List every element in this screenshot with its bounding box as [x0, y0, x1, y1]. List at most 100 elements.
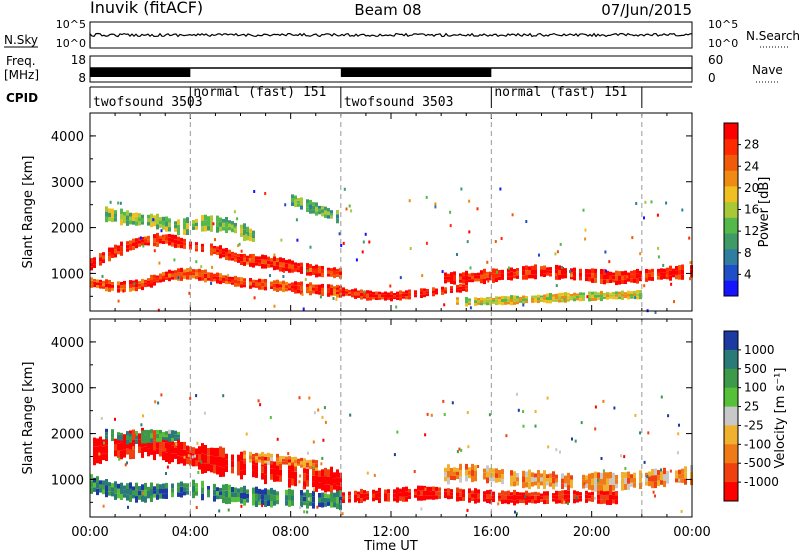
- echo-cell: [144, 489, 147, 497]
- echo-cell: [231, 467, 234, 474]
- echo-cell: [507, 499, 510, 505]
- echo-cell: [108, 482, 111, 487]
- echo-cell: [312, 206, 315, 210]
- echo-cell: [435, 486, 438, 491]
- echo-cell: [171, 276, 174, 280]
- echo-cell: [594, 427, 597, 431]
- echo-cell: [147, 494, 150, 499]
- echo-cell: [667, 414, 670, 418]
- echo-cell: [487, 279, 490, 283]
- colorbar-swatch: [724, 201, 738, 218]
- echo-cell: [111, 208, 114, 214]
- echo-cell: [570, 479, 573, 484]
- echo-cell: [450, 492, 453, 496]
- echo-cell: [114, 493, 117, 500]
- echo-cell: [252, 456, 255, 459]
- echo-cell: [291, 264, 294, 269]
- echo-cell: [615, 479, 618, 484]
- echo-cell: [162, 278, 165, 282]
- echo-cell: [579, 498, 582, 502]
- echo-cell: [627, 293, 630, 297]
- echo-cell: [465, 288, 468, 292]
- echo-cell: [102, 280, 105, 284]
- echo-cell: [591, 268, 594, 274]
- echo-cell: [313, 411, 316, 415]
- echo-cell: [234, 487, 237, 493]
- echo-cell: [105, 216, 108, 223]
- echo-cell: [657, 276, 660, 280]
- echo-cell: [507, 299, 510, 302]
- echo-cell: [153, 234, 156, 239]
- echo-cell: [300, 464, 303, 468]
- echo-cell: [315, 268, 318, 274]
- echo-cell: [443, 413, 446, 416]
- echo-cell: [285, 259, 288, 264]
- echo-cell: [324, 476, 327, 485]
- echo-cell: [270, 494, 273, 501]
- echo-cell: [540, 493, 543, 497]
- echo-cell: [531, 270, 534, 275]
- echo-cell: [538, 253, 540, 257]
- echo-cell: [405, 486, 408, 492]
- echo-cell: [183, 223, 186, 230]
- echo-cell: [180, 237, 183, 242]
- echo-cell: [378, 492, 381, 498]
- echo-cell: [117, 450, 120, 458]
- echo-cell: [210, 272, 213, 276]
- echo-cell: [93, 257, 96, 261]
- echo-cell: [505, 434, 508, 438]
- echo-cell: [191, 455, 194, 459]
- echo-cell: [222, 394, 225, 398]
- echo-cell: [330, 288, 333, 292]
- echo-cell: [444, 467, 447, 473]
- echo-cell: [639, 431, 642, 435]
- echo-cell: [489, 271, 492, 275]
- echo-cell: [597, 490, 600, 495]
- echo-cell: [396, 430, 399, 434]
- echo-cell: [195, 460, 198, 467]
- echo-cell: [138, 486, 141, 491]
- echo-cell: [522, 476, 525, 483]
- echo-cell: [303, 473, 306, 482]
- echo-cell: [615, 495, 618, 500]
- echo-cell: [432, 293, 435, 297]
- echo-cell: [468, 279, 471, 283]
- echo-cell: [501, 295, 504, 299]
- echo-cell: [450, 476, 453, 480]
- echo-cell: [615, 280, 618, 286]
- echo-cell: [168, 269, 171, 274]
- echo-cell: [594, 291, 597, 295]
- echo-cell: [243, 257, 246, 262]
- echo-cell: [333, 270, 336, 275]
- echo-cell: [360, 296, 363, 300]
- echo-cell: [327, 273, 330, 277]
- echo-cell: [309, 493, 312, 498]
- echo-cell: [159, 433, 162, 438]
- echo-cell: [474, 475, 477, 482]
- echo-cell: [322, 438, 325, 442]
- echo-cell: [147, 278, 150, 281]
- echo-cell: [159, 493, 162, 499]
- echo-cell: [498, 470, 501, 474]
- echo-cell: [159, 276, 162, 280]
- echo-cell: [306, 465, 309, 468]
- echo-cell: [339, 290, 342, 293]
- echo-cell: [304, 278, 307, 281]
- echo-cell: [177, 434, 180, 438]
- echo-cell: [153, 490, 156, 494]
- x-tick-label: 12:00: [372, 525, 409, 540]
- echo-cell: [603, 294, 606, 297]
- echo-cell: [621, 290, 624, 294]
- echo-cell: [306, 207, 309, 212]
- echo-cell: [681, 274, 684, 280]
- echo-cell: [459, 283, 462, 287]
- echo-cell: [507, 490, 510, 496]
- echo-cell: [348, 491, 351, 496]
- echo-cell: [612, 291, 615, 295]
- echo-cell: [288, 494, 291, 501]
- echo-cell: [672, 268, 675, 272]
- echo-cell: [615, 270, 618, 276]
- echo-cell: [225, 465, 228, 472]
- echo-cell: [153, 430, 156, 441]
- echo-cell: [147, 448, 150, 457]
